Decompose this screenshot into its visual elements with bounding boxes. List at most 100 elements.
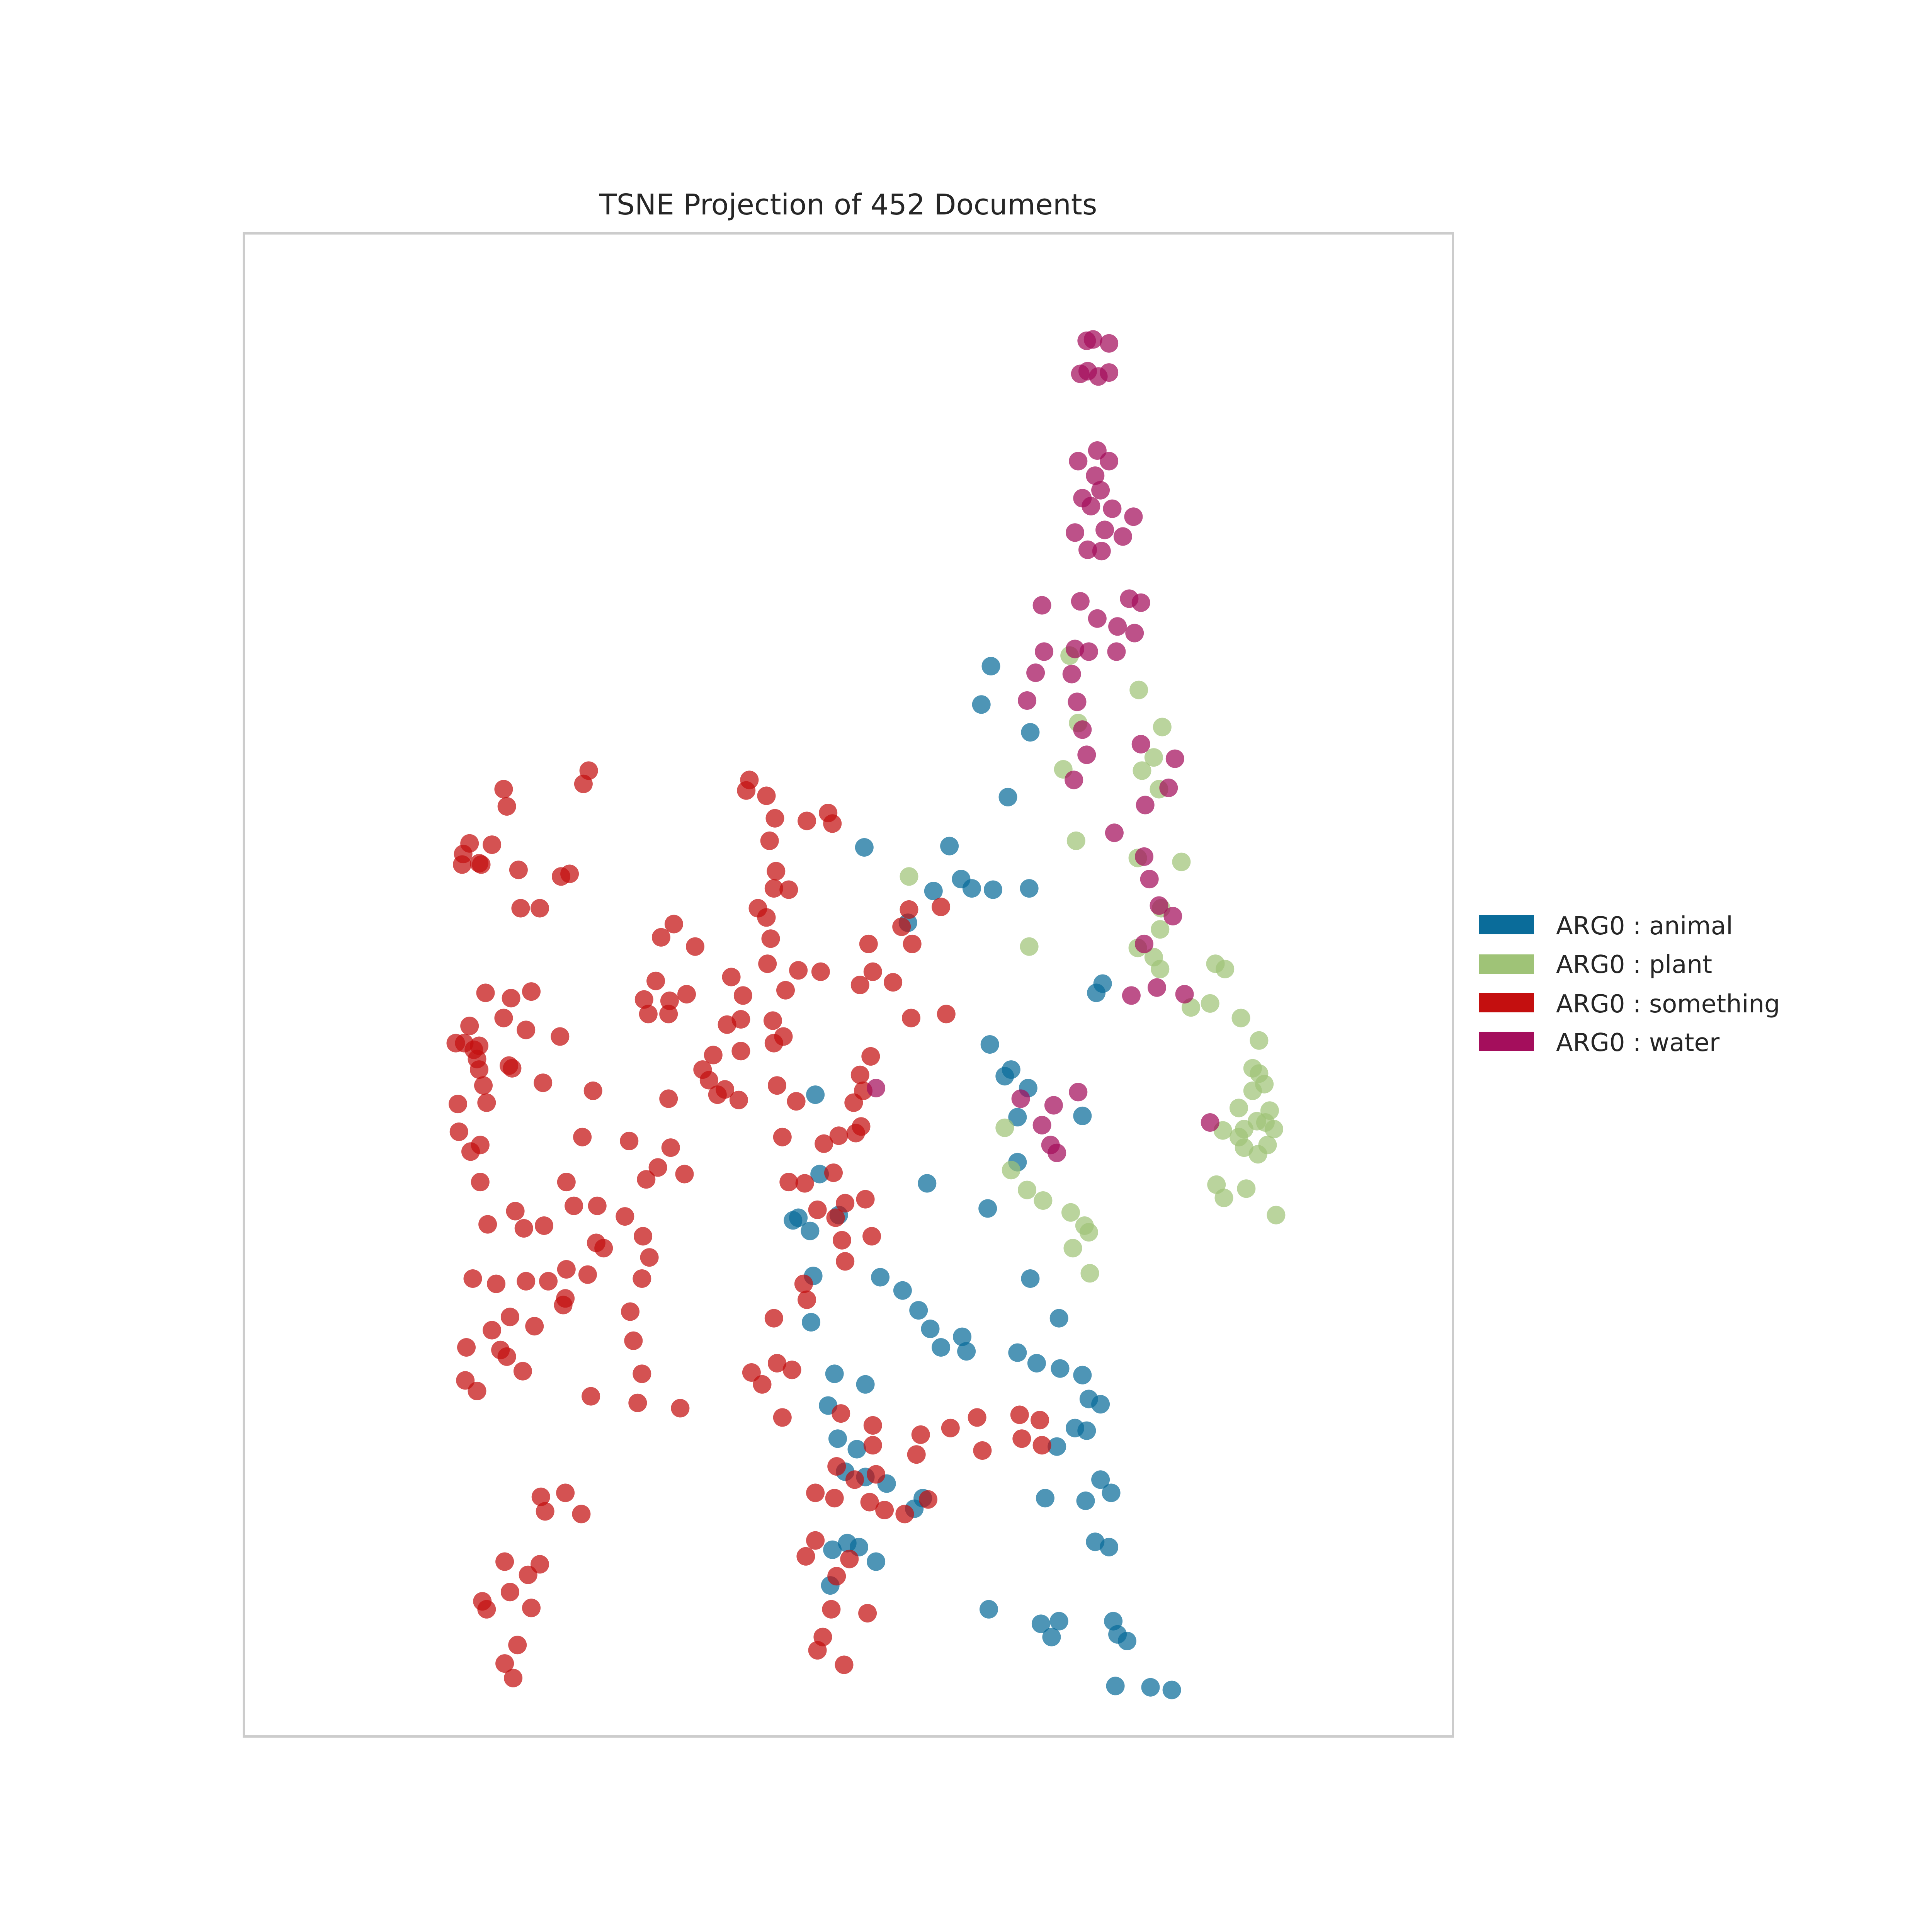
point-animal-76 [1042,1628,1061,1646]
point-something-181 [536,1502,554,1521]
point-water-38 [1131,735,1150,753]
point-something-120 [478,1215,497,1234]
point-water-39 [1165,749,1184,768]
point-plant-29 [995,1118,1014,1137]
point-something-131 [578,1265,597,1284]
point-plant-13 [1151,920,1170,939]
point-something-23 [779,880,798,899]
point-something-151 [633,1364,651,1383]
point-something-97 [449,1122,468,1141]
point-something-124 [634,1227,653,1246]
point-something-140 [621,1302,639,1321]
point-animal-52 [847,1440,866,1459]
point-water-19 [1078,540,1097,559]
point-water-34 [1018,691,1037,710]
point-water-10 [1086,466,1105,485]
point-water-54 [1069,1083,1088,1102]
point-something-28 [900,900,918,919]
point-something-38 [789,961,808,980]
point-something-177 [825,1489,844,1508]
point-something-146 [764,1309,783,1328]
point-animal-4 [1020,879,1039,898]
point-something-187 [806,1531,825,1550]
point-something-52 [776,981,795,1000]
point-animal-75 [1104,1612,1123,1631]
point-water-45 [1140,870,1159,889]
point-something-115 [836,1194,855,1213]
point-something-90 [659,1089,678,1108]
point-water-1 [1083,330,1102,349]
point-something-105 [773,1128,792,1146]
point-something-190 [827,1567,846,1586]
point-something-192 [495,1552,514,1571]
point-something-47 [502,989,520,1008]
point-water-2 [1100,334,1119,353]
point-something-164 [911,1425,930,1444]
point-plant-37 [1230,1128,1248,1146]
point-something-36 [761,929,780,948]
point-plant-3 [1153,718,1172,736]
point-something-32 [651,928,670,947]
point-animal-43 [1073,1366,1092,1384]
point-water-42 [1136,796,1155,815]
point-something-113 [588,1196,607,1215]
point-animal-7 [855,838,874,857]
point-something-159 [671,1399,690,1418]
point-something-67 [551,1027,570,1046]
point-animal-50 [1077,1421,1096,1440]
point-something-20 [560,864,579,883]
point-plant-17 [1151,959,1170,978]
point-animal-55 [1036,1489,1054,1508]
point-something-167 [1010,1405,1029,1424]
point-animal-71 [1031,1614,1050,1633]
point-animal-30 [871,1268,890,1287]
point-something-70 [704,1046,723,1065]
point-water-20 [1092,542,1111,561]
point-animal-27 [801,1221,820,1240]
point-something-12 [483,835,502,854]
point-water-24 [1131,593,1150,612]
point-water-43 [1105,823,1124,842]
point-animal-14 [980,1035,999,1054]
point-animal-67 [823,1540,842,1559]
point-animal-38 [957,1342,976,1361]
point-something-33 [903,934,922,953]
point-animal-70 [980,1600,998,1619]
point-something-103 [648,1158,667,1177]
point-animal-29 [1021,1269,1040,1288]
point-something-201 [808,1641,827,1660]
point-something-175 [845,1470,864,1489]
point-animal-40 [1008,1343,1027,1362]
point-animal-35 [802,1313,821,1332]
point-something-180 [556,1483,575,1502]
point-water-56 [1032,1116,1051,1134]
point-water-29 [1079,642,1098,661]
point-water-27 [1035,642,1054,661]
plot-frame [243,232,1454,1738]
legend-label-something: ARG0 : something [1556,990,1780,1019]
point-something-202 [835,1655,854,1674]
point-animal-9 [924,882,943,900]
point-water-50 [1175,985,1194,1003]
point-something-87 [583,1081,602,1100]
legend-swatch-plant [1479,954,1534,974]
point-animal-51 [1048,1437,1066,1456]
point-animal-48 [1091,1395,1110,1414]
point-something-107 [824,1163,843,1182]
point-plant-44 [1214,1189,1233,1208]
point-something-126 [594,1239,613,1258]
point-water-8 [1069,452,1088,471]
point-something-55 [659,1005,678,1024]
point-water-48 [1135,934,1153,953]
point-water-52 [867,1079,886,1097]
point-something-104 [637,1170,656,1189]
point-plant-5 [1133,761,1151,780]
point-water-14 [1103,499,1122,518]
point-water-9 [1100,452,1119,471]
point-animal-79 [1162,1680,1181,1699]
point-plant-42 [1034,1191,1053,1210]
point-plant-32 [1230,1099,1248,1117]
chart-title: TSNE Projection of 452 Documents [599,188,1097,221]
point-plant-40 [1002,1161,1020,1180]
point-something-10 [497,797,516,816]
